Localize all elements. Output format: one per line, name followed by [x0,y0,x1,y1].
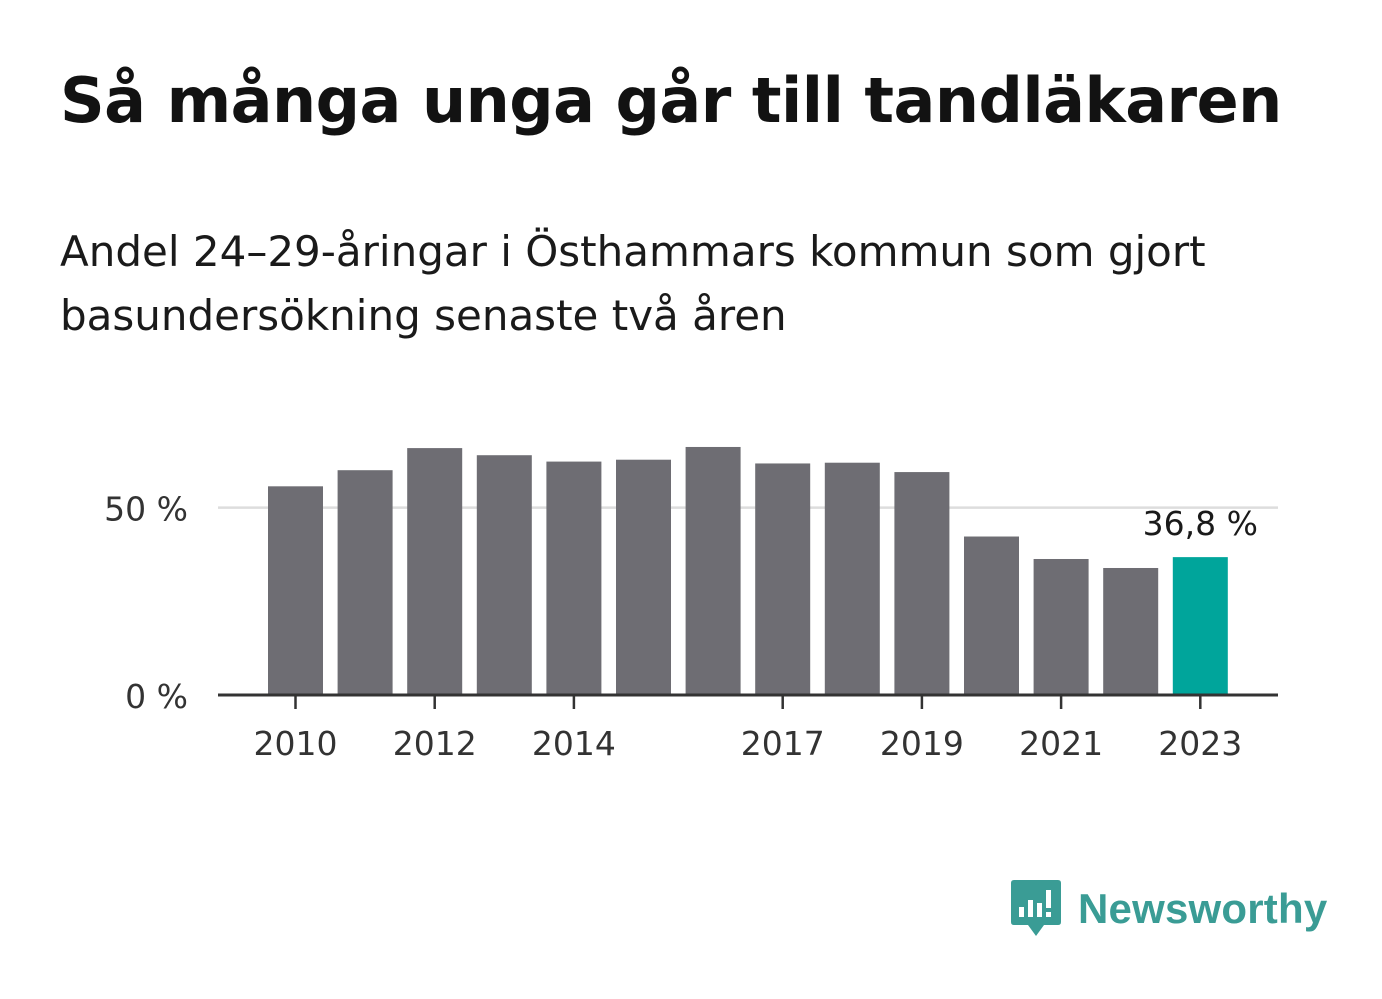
bar [685,446,741,695]
bar [824,462,880,695]
x-tick-label: 2017 [741,724,825,763]
x-tick-label: 2014 [532,724,616,763]
brand-name: Newsworthy [1078,885,1328,932]
y-tick-label: 50 % [104,490,188,529]
bar [268,486,323,695]
bar [964,536,1019,695]
bar [337,470,393,695]
x-tick-label: 2010 [254,724,338,763]
brand: Newsworthy [1010,878,1327,940]
bar [894,472,950,695]
annotations: 36,8 % [1143,504,1258,543]
chart-subtitle: Andel 24–29-åringar i Östhammars kommun … [60,227,1206,340]
x-tick-label: 2012 [393,724,477,763]
x-tick-label: 2021 [1019,724,1103,763]
bar-highlight [1172,557,1228,695]
bar [755,463,811,695]
x-tick-label: 2023 [1158,724,1242,763]
bar [476,455,532,695]
bar-chart-speech-bubble-icon [1011,880,1061,936]
y-axis-labels: 0 % 50 % [104,490,188,716]
bar [1033,558,1089,695]
bar [616,459,671,695]
data-label-highlight: 36,8 % [1143,504,1258,543]
x-axis: 2010 2012 2014 2017 2019 2021 2023 [218,693,1278,763]
bar [407,448,463,695]
chart-title: Så många unga går till tandläkaren [60,64,1282,137]
bar [1103,567,1159,695]
x-tick-label: 2019 [880,724,964,763]
bar [546,461,602,695]
bars [268,446,1228,695]
y-tick-label: 0 % [125,677,188,716]
